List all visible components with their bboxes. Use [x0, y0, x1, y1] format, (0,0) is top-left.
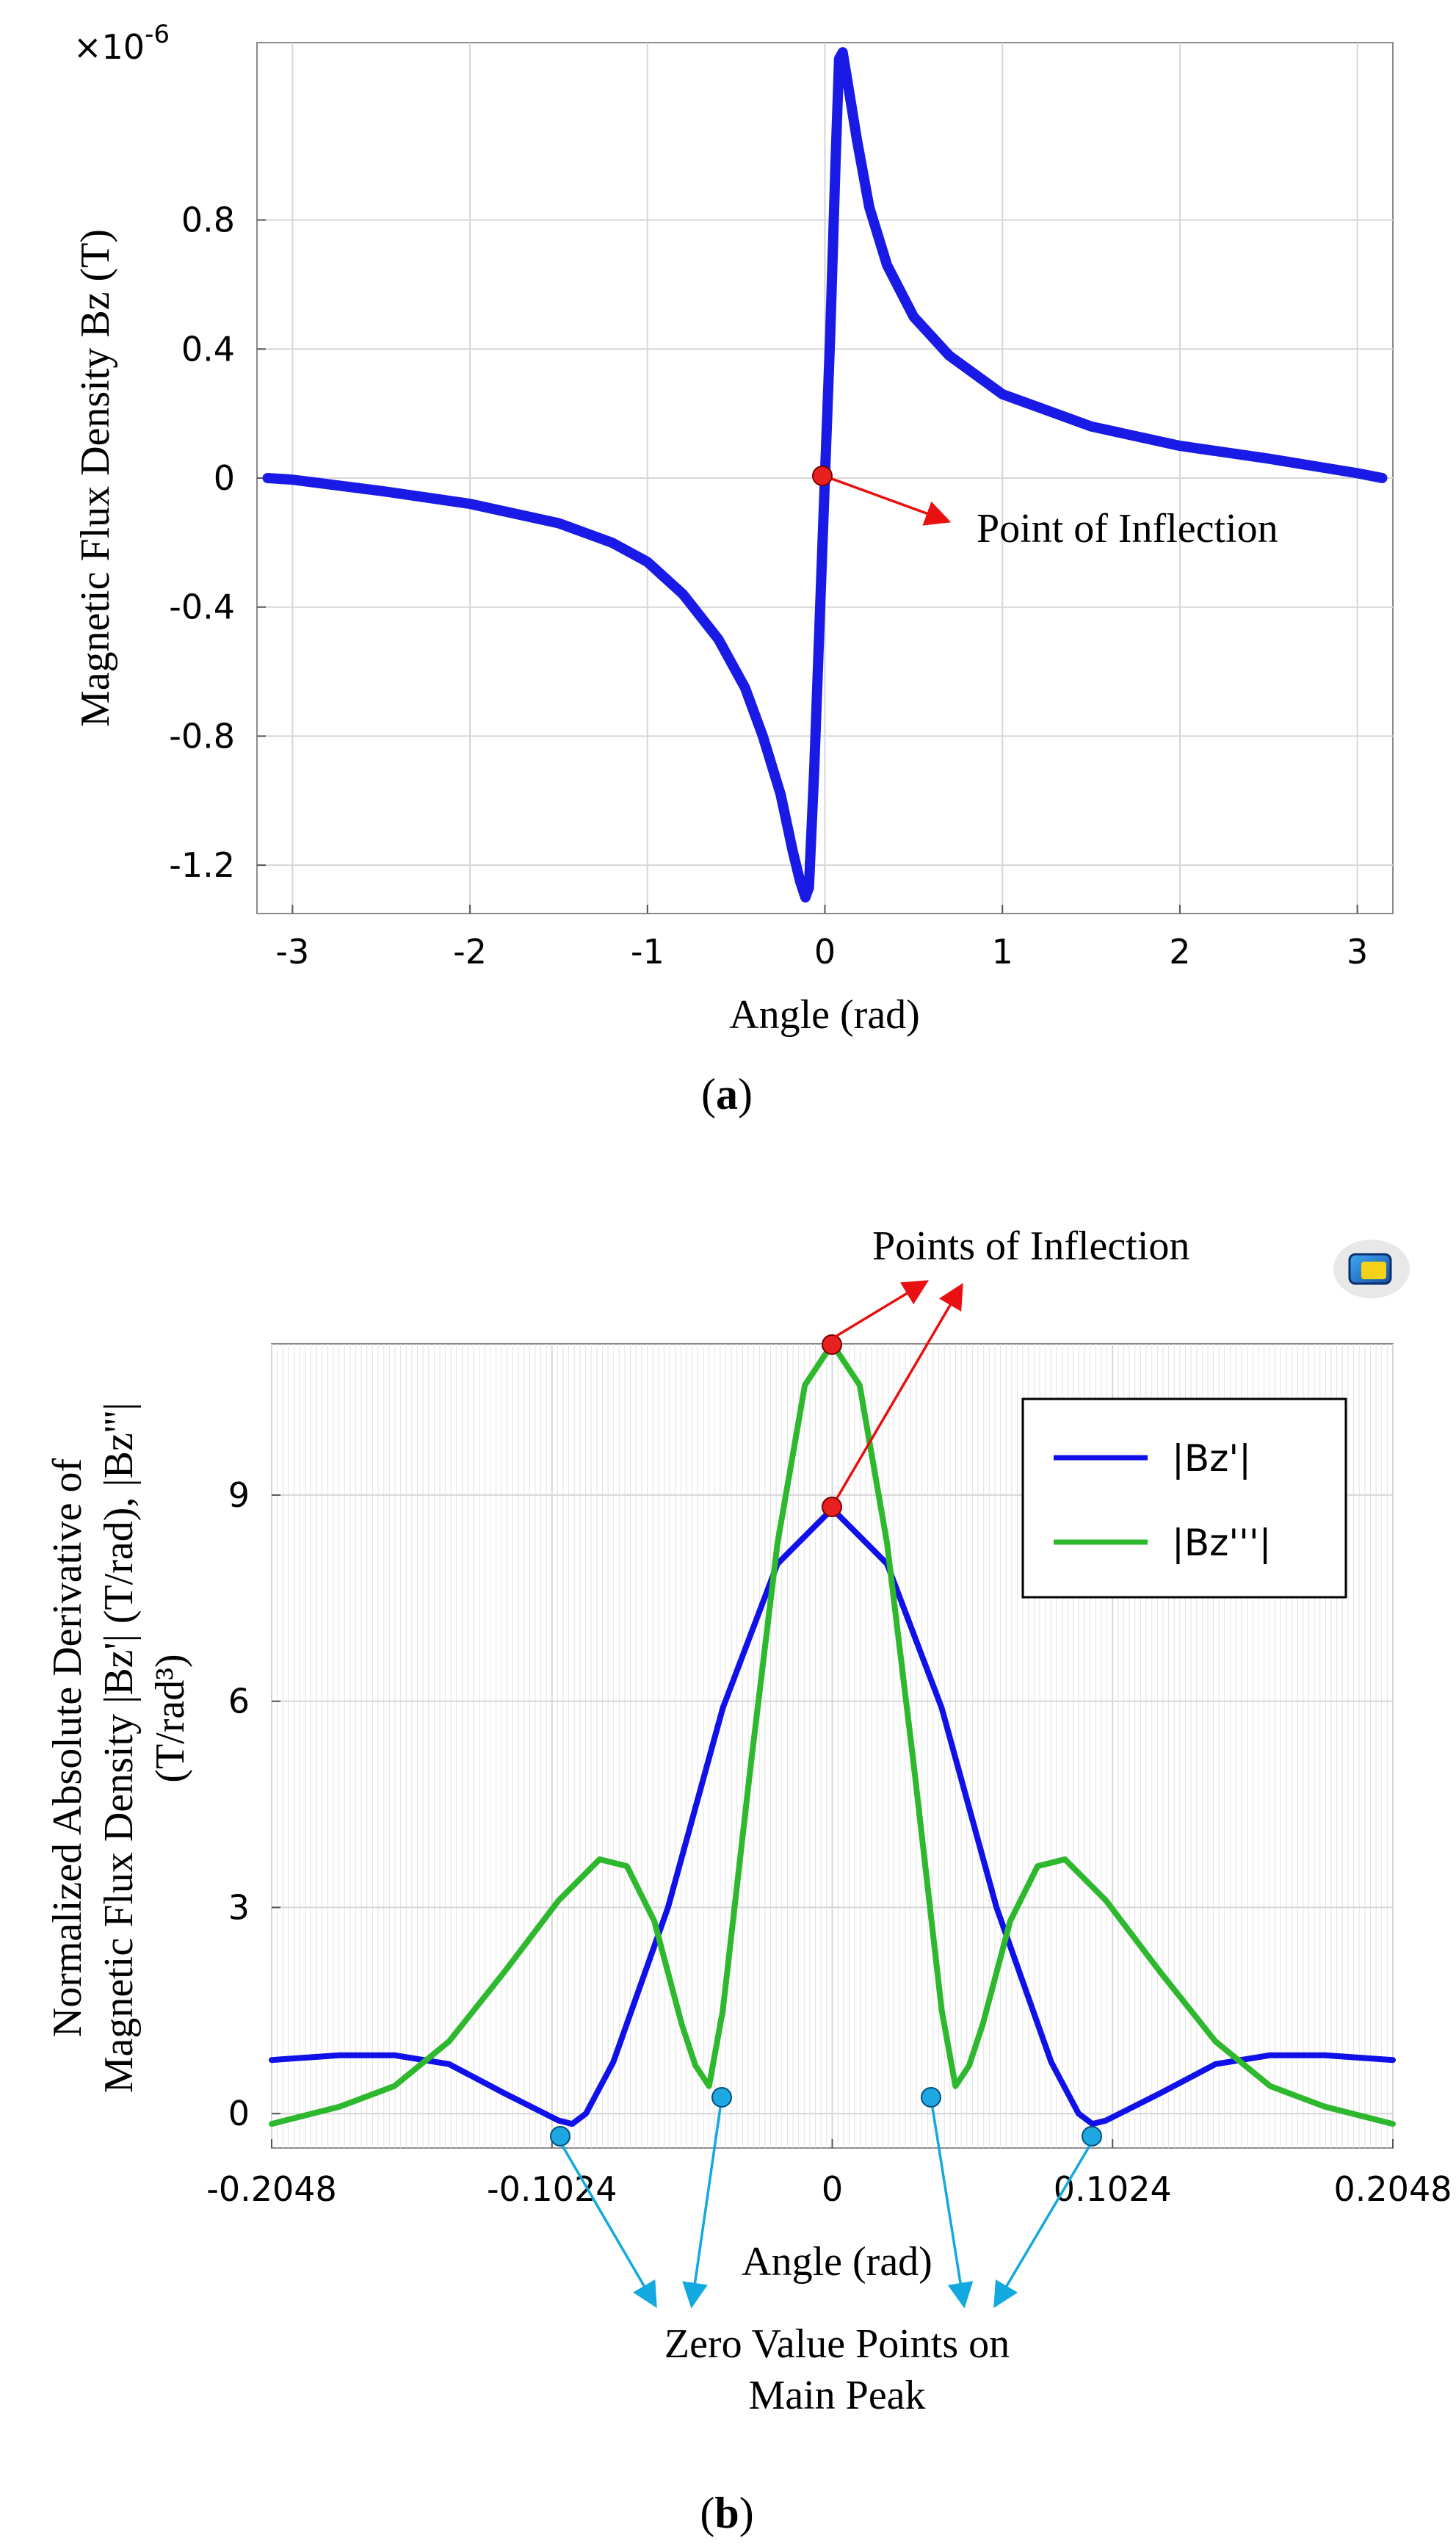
y-tick-label: -0.8 — [169, 716, 235, 756]
y-tick-label: 0 — [214, 458, 235, 498]
inflection-point-marker-bz1 — [822, 1497, 842, 1517]
zero-arrow-3 — [931, 2107, 974, 2309]
x-tick-label: -2 — [453, 932, 487, 972]
x-tick-label: -1 — [631, 932, 664, 972]
zero-point-marker-4 — [1082, 2126, 1102, 2147]
x-tick-label: -0.1024 — [487, 2169, 617, 2209]
zero-point-marker-2 — [711, 2087, 732, 2108]
chart-a-x-ticks: -3 -2 -1 0 1 2 3 — [275, 905, 1368, 972]
chart-b-y-label-line-3: (T/rad³) — [148, 1654, 193, 1782]
x-tick-label: 0 — [822, 2169, 843, 2209]
chart-a-y-axis-label: Magnetic Flux Density Bz (T) — [73, 229, 118, 727]
inflection-label-b: Points of Inflection — [872, 1223, 1189, 1269]
y-tick-label: 0 — [228, 2094, 250, 2133]
x-tick-label: 1 — [992, 932, 1013, 972]
chart-b-x-axis-label: Angle (rad) — [742, 2239, 932, 2285]
legend-label-bz1: |Bz'| — [1172, 1437, 1251, 1480]
inflection-arrow-a — [831, 477, 952, 526]
inflection-point-marker-bz3 — [822, 1334, 842, 1355]
y-tick-label: 9 — [228, 1475, 250, 1515]
panel-label-a: (a) — [701, 1070, 753, 1118]
x-tick-label: 0 — [814, 932, 836, 972]
chart-b-x-ticks: -0.2048 -0.1024 0 0.1024 0.2048 — [206, 2139, 1452, 2209]
y-tick-label: -1.2 — [169, 845, 235, 885]
chart-b-y-label-line-1: Normalized Absolute Derivative of — [45, 1458, 90, 2037]
y-tick-label: -0.4 — [169, 587, 235, 627]
chart-b-y-label-line-2: Magnetic Flux Density |Bz'| (T/rad), |Bz… — [96, 1403, 142, 2094]
zero-label-line-1: Zero Value Points on — [664, 2321, 1010, 2367]
chart-a-scale-label: ×10-6 — [73, 20, 170, 67]
x-tick-label: 2 — [1169, 932, 1190, 972]
chart-a-y-ticks: -1.2 -0.8 -0.4 0 0.4 0.8 — [169, 200, 266, 885]
chart-a-series — [262, 47, 1388, 903]
inflection-arrow-b-1 — [835, 1280, 929, 1338]
series-line-0 — [262, 47, 1388, 903]
x-tick-label: -0.2048 — [206, 2169, 337, 2209]
chart-b-legend: |Bz'| |Bz'''| — [1021, 1397, 1347, 1599]
zero-label-line-2: Main Peak — [748, 2373, 925, 2418]
zero-point-marker-3 — [921, 2087, 941, 2108]
zero-point-marker-1 — [550, 2126, 571, 2147]
x-tick-label: 3 — [1347, 932, 1368, 972]
y-tick-label: 0.8 — [181, 200, 235, 240]
inflection-label-a: Point of Inflection — [977, 506, 1278, 551]
zero-arrow-4 — [993, 2145, 1091, 2309]
zero-arrow-2 — [682, 2107, 722, 2309]
inflection-arrow-b-2 — [836, 1282, 963, 1499]
chart-a: -3 -2 -1 0 1 2 3 -1.2 -0.8 -0.4 0 0.4 0.8 ×10-6 Mag… — [73, 20, 1394, 1118]
chart-b-y-ticks: 0 3 6 9 — [228, 1475, 280, 2133]
panel-label-b: (b) — [700, 2489, 753, 2537]
y-tick-label: 6 — [228, 1682, 250, 1721]
legend-label-bz3: |Bz'''| — [1172, 1522, 1271, 1564]
y-tick-label: 3 — [228, 1887, 250, 1927]
x-tick-label: 0.2048 — [1334, 2169, 1452, 2209]
chart-b-y-axis-label: Normalized Absolute Derivative of Magnet… — [45, 1403, 193, 2094]
software-logo-icon — [1333, 1240, 1410, 1298]
x-tick-label: -3 — [275, 932, 309, 972]
chart-a-x-axis-label: Angle (rad) — [729, 992, 920, 1038]
y-tick-label: 0.4 — [181, 329, 235, 369]
inflection-point-marker-a — [812, 466, 833, 486]
zero-arrow-1 — [561, 2145, 657, 2309]
